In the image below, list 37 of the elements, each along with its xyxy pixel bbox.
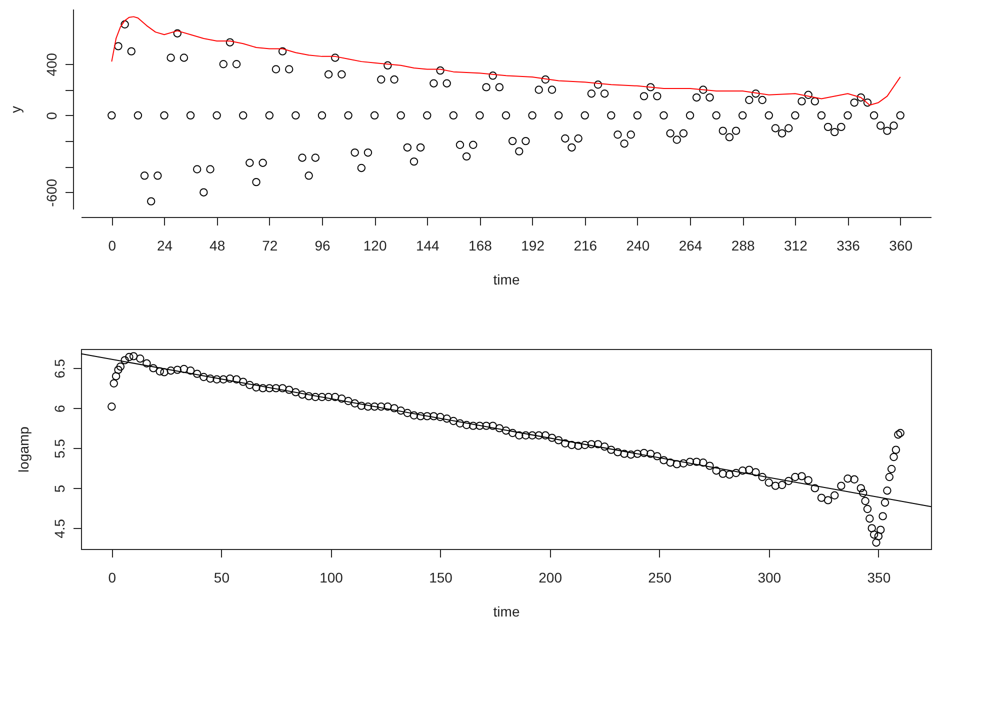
x-tick-label: 120 <box>363 238 387 254</box>
y-tick-label: 4.5 <box>52 518 68 538</box>
x-tick-label: 0 <box>108 238 116 254</box>
x-tick-label: 250 <box>648 570 672 586</box>
x-tick-label: 24 <box>156 238 173 254</box>
x-tick-label: 200 <box>538 570 562 586</box>
x-tick-label: 96 <box>314 238 330 254</box>
y-axis-title: logamp <box>16 426 32 472</box>
x-tick-label: 168 <box>468 238 492 254</box>
y-tick-label: 5.5 <box>52 438 68 458</box>
x-tick-label: 48 <box>210 238 226 254</box>
x-tick-label: 144 <box>416 238 440 254</box>
x-tick-label: 192 <box>521 238 545 254</box>
x-axis-title: time <box>493 272 520 288</box>
x-tick-label: 350 <box>867 570 891 586</box>
x-tick-label: 312 <box>784 238 808 254</box>
y-tick-label: 6 <box>52 404 68 413</box>
x-tick-label: 72 <box>262 238 278 254</box>
x-tick-label: 264 <box>678 238 702 254</box>
x-tick-label: 300 <box>758 570 782 586</box>
y-axis-title: y <box>8 106 24 113</box>
x-axis-title: time <box>493 604 520 620</box>
y-tick-label: -600 <box>44 178 60 207</box>
y-tick-label: 0 <box>44 112 60 120</box>
line-series <box>111 16 901 106</box>
y-tick-label: 5 <box>52 484 68 493</box>
x-tick-label: 50 <box>214 570 230 586</box>
y-tick-label: 6.5 <box>52 358 68 378</box>
x-tick-label: 100 <box>320 570 344 586</box>
x-tick-label: 336 <box>836 238 860 254</box>
x-tick-label: 0 <box>108 570 116 586</box>
x-tick-label: 360 <box>889 238 913 254</box>
y-tick-label: 400 <box>44 52 60 76</box>
x-tick-label: 216 <box>574 238 598 254</box>
x-tick-label: 150 <box>429 570 453 586</box>
x-tick-label: 240 <box>626 238 650 254</box>
x-tick-label: 288 <box>731 238 755 254</box>
